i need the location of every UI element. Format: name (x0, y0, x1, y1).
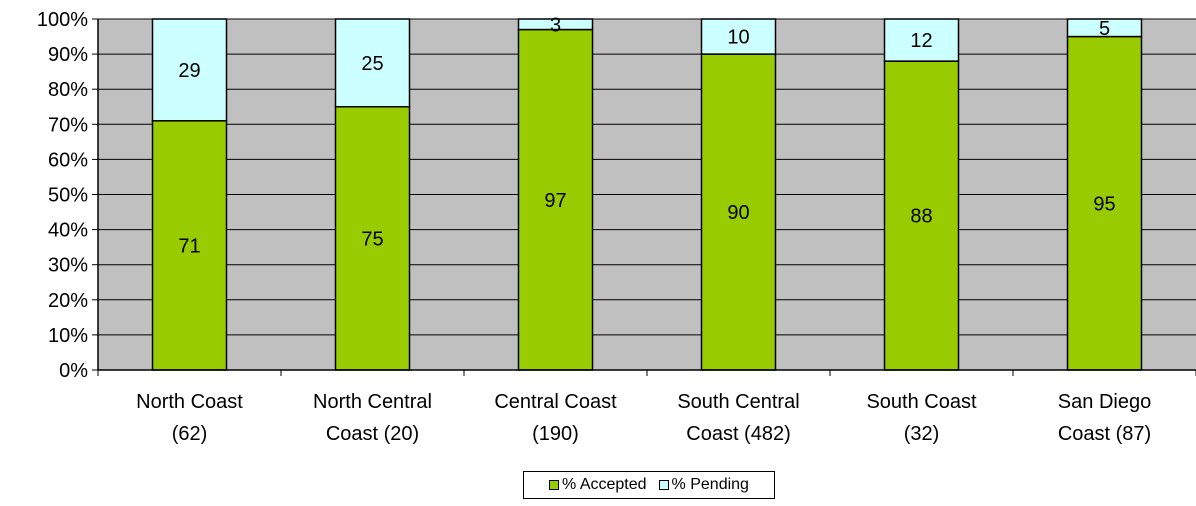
y-tick-label: 60% (48, 149, 88, 171)
y-tick-label: 0% (59, 360, 88, 382)
bar-pending (1066, 18, 1143, 38)
y-tick-label: 20% (48, 290, 88, 312)
bar-accepted (883, 60, 960, 371)
x-tick-label: Coast (87) (1058, 423, 1151, 445)
legend-label-accepted: % Accepted (562, 476, 647, 493)
x-tick-label: San Diego (1058, 391, 1151, 413)
y-tick-label: 10% (48, 325, 88, 347)
data-label-accepted: 95 (1093, 193, 1115, 215)
x-tick-label: South Central (677, 391, 799, 413)
bar-accepted (151, 120, 228, 371)
bar-accepted (1066, 35, 1143, 371)
data-label-pending: 29 (178, 60, 200, 82)
data-label-accepted: 90 (727, 202, 749, 224)
bar-pending (883, 18, 960, 62)
legend-item-accepted: % Accepted (549, 476, 647, 494)
x-tick-label: North Central (313, 391, 432, 413)
bar-pending (700, 18, 777, 55)
bar-accepted (700, 53, 777, 371)
data-label-accepted: 97 (544, 190, 566, 212)
x-tick-label: (32) (904, 423, 940, 445)
data-label-accepted: 88 (910, 206, 932, 228)
data-label-pending: 10 (727, 27, 749, 49)
y-tick-label: 30% (48, 255, 88, 277)
legend-item-pending: % Pending (658, 476, 749, 494)
bar-accepted (334, 106, 411, 371)
data-label-accepted: 75 (361, 228, 383, 250)
legend-swatch-pending (658, 480, 669, 490)
legend-swatch-accepted (549, 480, 560, 490)
legend-label-pending: % Pending (671, 476, 749, 493)
data-label-pending: 3 (550, 14, 561, 36)
data-label-pending: 12 (910, 30, 932, 52)
x-tick-label: South Coast (866, 391, 977, 413)
legend: % Accepted % Pending (523, 471, 775, 499)
x-tick-label: Coast (482) (686, 423, 791, 445)
data-label-accepted: 71 (178, 235, 200, 257)
y-tick-label: 70% (48, 114, 88, 136)
x-tick-label: Central Coast (494, 391, 617, 413)
y-tick-label: 50% (48, 185, 88, 207)
x-tick-label: Coast (20) (326, 423, 419, 445)
bar-accepted (517, 28, 594, 371)
data-label-pending: 5 (1099, 18, 1110, 40)
data-label-pending: 25 (361, 53, 383, 75)
bar-pending (151, 18, 228, 122)
bar-pending (334, 18, 411, 108)
x-tick-label: North Coast (136, 391, 243, 413)
y-tick-label: 80% (48, 79, 88, 101)
y-tick-label: 100% (37, 9, 88, 31)
x-tick-label: (190) (532, 423, 579, 445)
x-tick-label: (62) (172, 423, 208, 445)
y-tick-label: 40% (48, 220, 88, 242)
bar-pending (517, 18, 594, 31)
y-tick-label: 90% (48, 44, 88, 66)
